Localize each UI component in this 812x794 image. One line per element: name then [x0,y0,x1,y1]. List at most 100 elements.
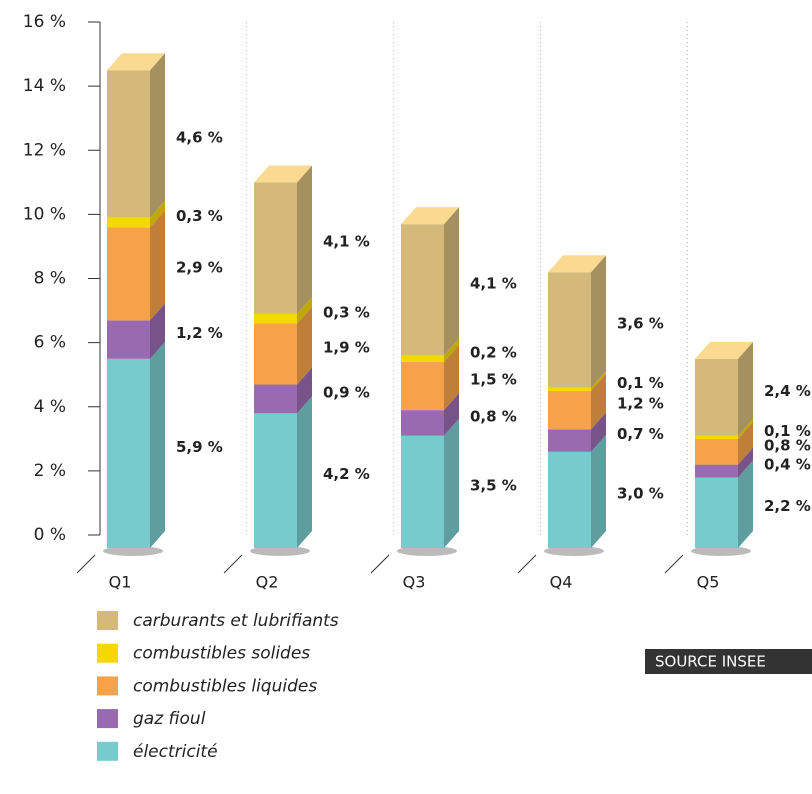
source: SOURCE INSEE [655,653,766,671]
value-label: 0,3 % [323,303,370,321]
x-tick-label: Q2 [256,573,279,592]
bar-side [444,338,459,363]
bar-side [150,210,165,321]
bar-segment [401,362,444,411]
x-tick-label: Q3 [403,573,426,592]
bar-side [150,341,165,548]
bar-segment [548,451,591,548]
bar-segment [695,464,738,478]
shadow [544,546,604,556]
bar-top [548,255,606,273]
value-label: 0,1 % [764,422,811,440]
bar-segment [254,413,297,548]
legend-swatch [97,741,118,761]
y-tick-label: 4 % [34,397,66,417]
y-tick-label: 2 % [34,461,66,481]
value-label: 1,9 % [323,339,370,357]
bar-segment [107,70,150,218]
value-label: 1,2 % [617,395,664,413]
floor-line [370,554,390,574]
bar-side [444,393,459,436]
y-tick-label: 14 % [23,76,66,96]
bar-segment [548,390,591,430]
bar-side [297,296,312,324]
shadow [691,546,751,556]
legend-label: carburants et lubrifiants [133,611,339,631]
shadow [397,546,457,556]
value-label: 4,2 % [323,465,370,483]
legend-swatch [97,709,118,729]
bar-segment [401,355,444,363]
bar-top [695,341,753,359]
bar-side [738,447,753,478]
bar-side [738,418,753,439]
y-tick-label: 16 % [23,12,66,32]
bar-segment [107,227,150,321]
bar-side [738,460,753,548]
value-label: 2,4 % [764,382,811,400]
bar-side [297,396,312,548]
y-tick-label: 10 % [23,204,66,224]
bar-top [254,165,312,183]
legend-swatch [97,676,118,696]
bar-side [738,421,753,465]
value-label: 4,1 % [323,233,370,251]
bar-segment [107,320,150,359]
bar-top [401,207,459,225]
legend-swatch [97,643,118,663]
bar-side [444,345,459,411]
bar-side [591,434,606,548]
bar-side [150,200,165,228]
bar-segment [107,217,150,228]
value-label: 0,1 % [617,374,664,392]
bar-side [150,53,165,218]
floor-line [223,554,243,574]
floor-line [517,554,537,574]
y-tick-label: 0 % [34,525,66,545]
value-label: 2,9 % [176,258,223,276]
legend-label: combustibles liquides [133,676,317,696]
bar-segment [107,358,150,548]
value-label: 0,3 % [176,207,223,225]
shadow [250,546,310,556]
bar-segment [401,410,444,436]
legend-label: gaz fioul [133,709,206,729]
floor-line [76,554,96,574]
legend-label: électricité [133,742,218,762]
bar-segment [548,429,591,452]
bar-segment [695,477,738,548]
value-label: 4,6 % [176,129,223,147]
bar-segment [401,224,444,356]
y-tick-label: 6 % [34,333,66,353]
bar-segment [548,387,591,391]
value-label: 0,8 % [764,436,811,454]
bar-side [297,306,312,385]
value-label: 0,4 % [764,456,811,474]
bar-side [150,303,165,359]
bar-side [444,207,459,356]
bar-segment [695,438,738,465]
bar-segment [254,182,297,314]
legend-swatch [97,611,118,630]
value-label: 0,8 % [470,407,517,425]
bar-segment [401,435,444,548]
value-label: 0,7 % [617,425,664,443]
value-label: 5,9 % [176,438,223,456]
bar-side [297,165,312,314]
x-tick-label: Q4 [550,573,573,592]
x-tick-label: Q5 [697,573,720,592]
bar-segment [695,435,738,439]
bar-segment [548,272,591,388]
value-label: 0,2 % [470,343,517,361]
legend-label: combustibles solides [133,644,310,664]
bar-segment [254,384,297,414]
floor-line [664,554,684,574]
bar-top [107,53,165,71]
x-tick-label: Q1 [109,573,132,592]
y-tick-label: 12 % [23,140,66,160]
bar-side [591,412,606,452]
bar-side [591,370,606,391]
value-label: 4,1 % [470,274,517,292]
